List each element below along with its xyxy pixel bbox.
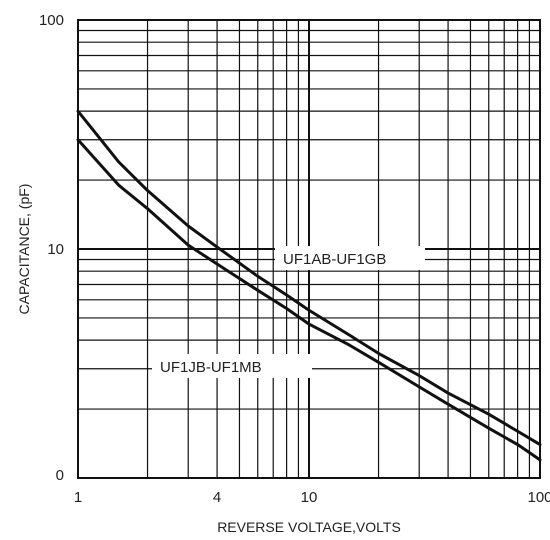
annotation-label-0: UF1AB-UF1GB: [283, 251, 386, 268]
x-tick-labels: 1 4 10 100: [74, 489, 550, 506]
x-tick-label: 10: [301, 489, 318, 506]
x-tick-label: 4: [213, 489, 221, 506]
y-tick-label: 100: [39, 12, 64, 29]
annotation-label-1: UF1JB-UF1MB: [160, 359, 262, 376]
y-axis-title: CAPACITANCE, (pF): [16, 184, 32, 315]
y-tick-labels: 0 10 100: [39, 12, 64, 484]
annotation-bg-1: [152, 354, 312, 378]
series-line-0: [76, 109, 542, 447]
y-tick-label: 10: [47, 241, 64, 258]
series-layer: [76, 109, 542, 462]
x-tick-label: 1: [74, 489, 82, 506]
series-line-1: [76, 138, 542, 462]
annotation-bg-0: [275, 246, 425, 270]
y-tick-label: 0: [56, 467, 64, 484]
x-tick-label: 100: [527, 489, 550, 506]
plot-frame: [77, 19, 541, 479]
x-axis-title: REVERSE VOLTAGE,VOLTS: [217, 519, 401, 535]
annotation-layer: UF1AB-UF1GB UF1JB-UF1MB: [152, 246, 425, 378]
